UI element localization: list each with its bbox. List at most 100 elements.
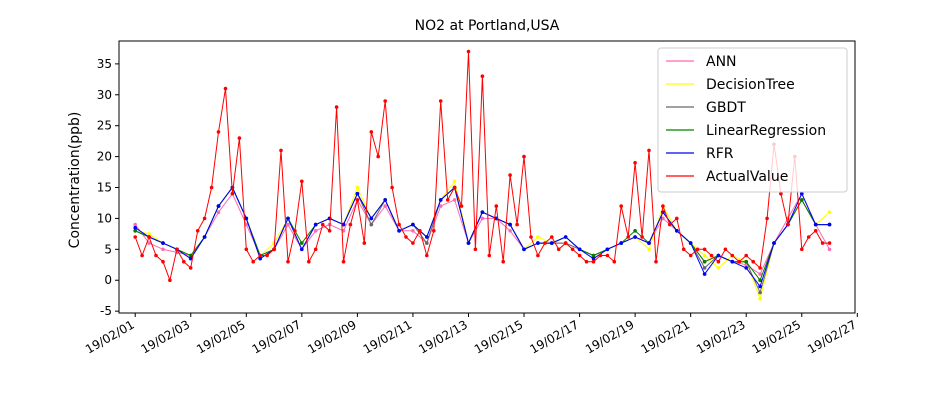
series-actualvalue [133, 49, 832, 283]
y-tick-label: 15 [97, 181, 112, 195]
data-point [827, 241, 832, 245]
data-point [758, 278, 762, 283]
data-point [258, 256, 263, 261]
data-point [445, 198, 450, 202]
data-point [688, 241, 693, 245]
data-point [681, 247, 686, 252]
data-point [508, 173, 512, 177]
data-point [383, 99, 388, 103]
data-point [820, 241, 825, 245]
data-point [661, 204, 665, 208]
legend-label: GBDT [706, 100, 746, 116]
data-point [758, 284, 762, 289]
data-point [758, 290, 762, 295]
data-point [633, 161, 637, 165]
data-point [813, 229, 818, 233]
data-point [605, 247, 610, 252]
y-tick-label: 20 [97, 150, 112, 164]
legend: ANN DecisionTree GBDT LinearRegression RFR Ac… [657, 47, 848, 193]
data-point [334, 105, 339, 109]
data-point [307, 259, 311, 264]
data-point [563, 241, 568, 245]
data-point [411, 222, 415, 227]
data-point [806, 235, 811, 239]
data-point [633, 235, 637, 239]
data-point [647, 247, 651, 252]
data-point [758, 297, 762, 301]
legend-label: DecisionTree [706, 77, 795, 93]
data-point [383, 198, 388, 202]
data-point [702, 253, 707, 258]
data-point [216, 210, 221, 214]
data-point [355, 191, 360, 196]
data-point [577, 253, 582, 258]
data-point [536, 235, 540, 239]
data-point [723, 247, 728, 252]
data-point [654, 259, 658, 264]
data-point [188, 256, 193, 261]
data-point [772, 241, 776, 245]
data-point [556, 247, 561, 252]
data-point [327, 229, 332, 233]
data-point [438, 204, 443, 208]
data-point [369, 222, 374, 227]
legend-item-gbdt: GBDT [666, 100, 746, 116]
data-point [300, 247, 304, 252]
data-point [702, 259, 707, 264]
data-point [411, 229, 415, 233]
legend-item-decisiontree: DecisionTree [666, 77, 795, 93]
data-point [702, 247, 707, 252]
data-point [751, 259, 755, 264]
data-point [182, 259, 186, 264]
legend-label: RFR [706, 146, 734, 162]
data-point [480, 216, 485, 221]
data-point [626, 235, 630, 239]
data-point [161, 247, 165, 252]
data-point [355, 198, 360, 202]
data-point [827, 222, 832, 227]
data-point [369, 216, 374, 221]
data-point [695, 247, 700, 252]
data-point [202, 216, 207, 221]
data-point [452, 198, 457, 202]
data-point [313, 222, 318, 227]
data-point [515, 222, 519, 227]
data-point [730, 259, 735, 264]
data-point [168, 278, 172, 283]
data-point [661, 216, 665, 221]
data-point [737, 259, 742, 264]
data-point [702, 272, 707, 276]
legend-item-linearregression: LinearRegression [666, 123, 826, 139]
data-point [570, 247, 575, 252]
y-tick-label: 5 [104, 242, 112, 256]
data-point [591, 256, 596, 261]
data-point [341, 259, 346, 264]
data-point [494, 204, 499, 208]
data-point [550, 235, 554, 239]
legend-item-rfr: RFR [666, 146, 734, 162]
data-point [577, 247, 582, 252]
data-point [466, 49, 471, 54]
data-point [362, 241, 367, 245]
y-axis-label: Concentration(ppb) [67, 112, 83, 249]
data-point [404, 235, 408, 239]
data-point [244, 247, 249, 252]
data-point [522, 247, 526, 252]
data-point [286, 222, 290, 227]
data-point [216, 130, 221, 134]
data-point [133, 222, 137, 227]
data-point [341, 222, 346, 227]
data-point [425, 241, 429, 245]
data-point [411, 241, 415, 245]
data-point [147, 235, 151, 239]
data-point [675, 216, 679, 221]
legend-item-ann: ANN [666, 54, 737, 70]
data-point [709, 253, 714, 258]
data-point [800, 247, 804, 252]
legend-label: LinearRegression [706, 123, 826, 139]
data-point [147, 232, 151, 236]
data-point [313, 229, 318, 233]
data-point [508, 222, 512, 227]
chart-title: NO2 at Portland,USA [415, 18, 560, 34]
data-point [827, 247, 832, 252]
